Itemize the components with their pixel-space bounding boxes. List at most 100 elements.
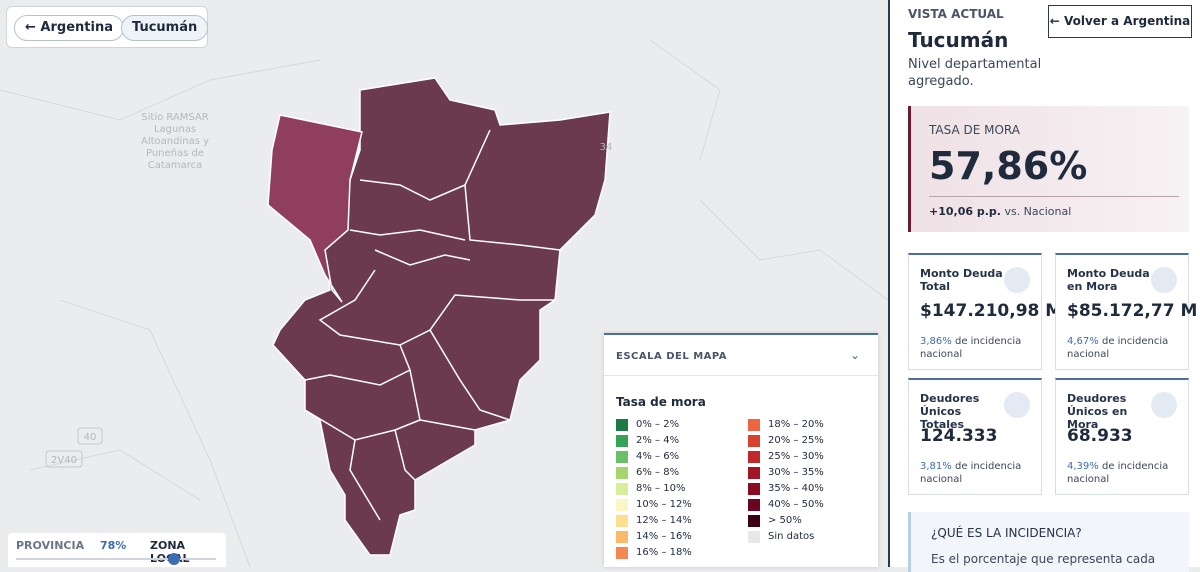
legend-panel: ESCALA DEL MAPA ⌄ Tasa de mora 0% – 2% 2%… (604, 333, 878, 567)
card-share: 4,67% de incidencia nacional (1067, 335, 1187, 361)
collapse-icon[interactable]: ⌄ (850, 348, 861, 362)
map-label: Sitio RAMSAR (141, 112, 209, 123)
legend-label: 40% – 50% (768, 499, 824, 510)
card-value: $147.210,98 M (920, 301, 1063, 321)
card-icon (1151, 392, 1177, 418)
share-value: 4,67% (1067, 336, 1099, 347)
legend-label: 35% – 40% (768, 483, 824, 494)
legend-item: 12% – 14% (616, 515, 692, 529)
slider-track (16, 558, 216, 560)
crumb-text: Argentina (40, 20, 113, 35)
zoom-slider: PROVINCIA 78% ZONA LOCAL (8, 533, 226, 567)
route-shield (45, 450, 83, 468)
department-region (267, 114, 363, 303)
back-crumb[interactable]: ← Argentina (14, 15, 124, 41)
legend-swatch (748, 419, 760, 431)
legend-swatch (616, 547, 628, 559)
info-box: ¿QUÉ ES LA INCIDENCIA? Es el porcentaje … (908, 512, 1189, 572)
info-title: ¿QUÉ ES LA INCIDENCIA? (931, 526, 1082, 540)
legend-swatch (748, 435, 760, 447)
card-icon (1151, 267, 1177, 293)
legend-item: 20% – 25% (748, 435, 824, 449)
legend-swatch (748, 451, 760, 463)
share-text: de incidencia nacional (1067, 336, 1169, 360)
slider-value: 78% (100, 539, 127, 552)
card-title: Monto Deuda en Mora (1067, 267, 1150, 293)
share-value: 3,86% (920, 336, 952, 347)
back-button[interactable]: ← Volver a Argentina (1048, 5, 1192, 38)
legend-label: 0% – 2% (636, 419, 680, 430)
map-background-lines (0, 39, 888, 567)
card-title: Monto Deuda Total (920, 267, 1003, 293)
legend-item: 2% – 4% (616, 435, 679, 449)
legend-item: 4% – 6% (616, 451, 679, 465)
legend-item: 18% – 20% (748, 419, 824, 433)
card-share: 4,39% de incidencia nacional (1067, 460, 1187, 486)
legend-label: 14% – 16% (636, 531, 692, 542)
legend-item: 0% – 2% (616, 419, 679, 433)
map-label: Catamarca (148, 160, 203, 171)
card-value: 68.933 (1067, 426, 1133, 446)
card-share: 3,81% de incidencia nacional (920, 460, 1040, 486)
rate-delta: +10,06 p.p. vs. Nacional (929, 205, 1071, 218)
province-region (272, 77, 611, 556)
legend-label: 25% – 30% (768, 451, 824, 462)
card-icon (1004, 392, 1030, 418)
legend-swatch (748, 531, 760, 543)
eyebrow: VISTA ACTUAL (908, 7, 1004, 21)
side-panel: VISTA ACTUAL ← Volver a Argentina Tucumá… (888, 0, 1200, 572)
legend-label: 12% – 14% (636, 515, 692, 526)
legend-item: 16% – 18% (616, 547, 692, 561)
divider (604, 375, 878, 376)
stat-card: Deudores Únicos Totales 124.333 3,81% de i… (908, 378, 1042, 495)
slider-left-label: PROVINCIA (16, 539, 85, 552)
share-text: de incidencia nacional (1067, 461, 1169, 485)
slider-thumb[interactable] (168, 553, 180, 565)
legend-item: 40% – 50% (748, 499, 824, 513)
legend-item: 14% – 16% (616, 531, 692, 545)
legend-swatch (748, 515, 760, 527)
map-label: Puneñas de (146, 148, 204, 159)
map-labels: Sitio RAMSAR Lagunas Altoandinas y Puneñ… (45, 112, 612, 468)
map-label: Altoandinas y (141, 136, 209, 147)
slider-right-label: ZONA LOCAL (150, 539, 190, 565)
legend-swatch (616, 467, 628, 479)
crumb-text: Tucumán (132, 20, 198, 35)
legend-item: > 50% (748, 515, 802, 529)
legend-swatch (616, 451, 628, 463)
map-label: 40 (84, 432, 97, 443)
map: Sitio RAMSAR Lagunas Altoandinas y Puneñ… (0, 39, 888, 567)
card-value: $85.172,77 M (1067, 301, 1198, 321)
legend-swatch (616, 499, 628, 511)
rate-card: TASA DE MORA 57,86% +10,06 p.p. vs. Naci… (908, 106, 1189, 232)
current-crumb[interactable]: Tucumán (121, 15, 209, 41)
legend-label: Sin datos (768, 531, 815, 542)
legend-label: 16% – 18% (636, 547, 692, 558)
legend-swatch (748, 483, 760, 495)
delta-suffix: vs. Nacional (1004, 205, 1072, 218)
legend-title: Tasa de mora (616, 395, 706, 409)
delta-value: +10,06 p.p. (929, 205, 1001, 218)
card-value: 124.333 (920, 426, 998, 446)
legend-label: 2% – 4% (636, 435, 680, 446)
legend-item: 30% – 35% (748, 467, 824, 481)
legend-label: > 50% (768, 515, 802, 526)
legend-swatch (748, 499, 760, 511)
legend-item: Sin datos (748, 531, 814, 545)
stat-card: Deudores Únicos en Mora 68.933 4,39% de in… (1055, 378, 1189, 495)
legend-swatch (616, 419, 628, 431)
panel-title: Tucumán (908, 28, 1009, 52)
map-label: 2V40 (51, 455, 77, 466)
legend-header[interactable]: ESCALA DEL MAPA (616, 351, 728, 362)
legend-label: 4% – 6% (636, 451, 680, 462)
breadcrumb: ← Argentina Tucumán (6, 6, 209, 48)
button-text: Volver a Argentina (1063, 14, 1191, 28)
legend-item: 8% – 10% (616, 483, 685, 497)
divider (929, 196, 1179, 197)
legend-label: 6% – 8% (636, 467, 680, 478)
legend-item: 10% – 12% (616, 499, 692, 513)
legend-item: 25% – 30% (748, 451, 824, 465)
legend-swatch (748, 467, 760, 479)
rate-value: 57,86% (929, 144, 1088, 188)
